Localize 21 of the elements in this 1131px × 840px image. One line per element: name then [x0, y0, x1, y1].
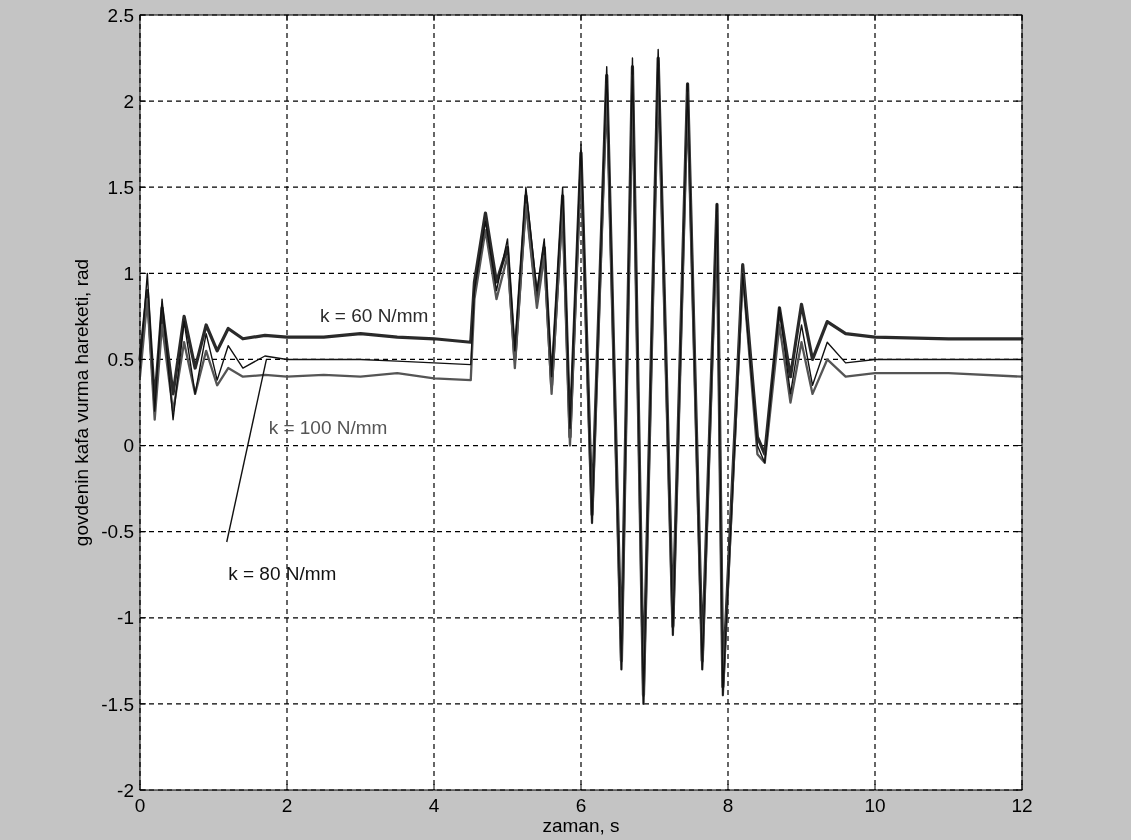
x-tick-label: 4	[428, 795, 440, 816]
y-tick-label: 0.5	[107, 349, 134, 371]
y-tick-label: 0	[123, 435, 134, 457]
text: k = 80 N/mm	[228, 562, 337, 584]
y-tick-label: 1.5	[107, 176, 134, 198]
x-axis-title: zaman, s	[542, 815, 620, 836]
y-tick-label: -2	[117, 779, 134, 801]
y-tick-label: 1	[123, 262, 134, 284]
y-axis-title: govdenin kafa vurma hareketi, rad	[71, 258, 92, 547]
x-tick-label: 6	[575, 795, 587, 816]
x-tick-label: 10	[864, 795, 886, 816]
y-tick-label: -0.5	[101, 521, 134, 543]
x-tick-label: 8	[722, 795, 734, 816]
x-tick-label: 2	[281, 795, 293, 816]
y-tick-label: -1	[117, 607, 134, 629]
series-label: k = 60 N/mm	[320, 304, 429, 326]
y-tick-label: 2	[123, 90, 134, 112]
x-tick-label: 12	[1011, 795, 1033, 816]
y-tick-label: -1.5	[101, 693, 134, 715]
y-tick-label: 2.5	[107, 4, 134, 26]
text: k = 100 N/mm	[268, 416, 388, 438]
